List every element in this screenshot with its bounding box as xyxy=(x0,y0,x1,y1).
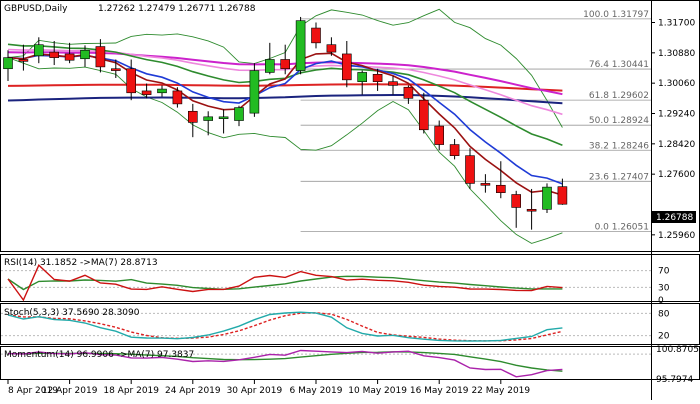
candles xyxy=(3,16,568,230)
candle-body-5 xyxy=(80,49,90,60)
time-label-5: 6 May 2019 xyxy=(290,386,343,396)
time-label-4: 30 Apr 2019 xyxy=(227,386,283,396)
candle-body-14 xyxy=(218,116,229,119)
candle-body-34 xyxy=(526,209,537,212)
fib-label-3: 50.0 1.28924 xyxy=(589,116,649,126)
candle-body-19 xyxy=(295,20,306,71)
candle-body-8 xyxy=(126,68,136,94)
candle-body-13 xyxy=(203,116,213,121)
ma-navy-line xyxy=(7,94,563,105)
time-label-0: 8 Apr 2019 xyxy=(8,386,58,396)
candle-body-17 xyxy=(264,59,275,73)
momentum-line xyxy=(7,349,563,378)
candle-body-23 xyxy=(357,72,368,82)
candle-body-22 xyxy=(341,53,352,81)
candle-body-11 xyxy=(172,90,183,105)
momentum-label: Momentum(14) 96.9906 ->MA(7) 97.3837 xyxy=(4,350,194,360)
fib-label-4: 38.2 1.28246 xyxy=(589,141,649,151)
stoch-panel: 80 20 xyxy=(1,309,670,342)
price-label-3: 1.29240 xyxy=(658,109,695,119)
fib-label-5: 23.6 1.27407 xyxy=(589,172,649,182)
price-label-0: 1.31700 xyxy=(658,18,695,28)
candle-body-21 xyxy=(326,44,337,53)
ma-darkred-line xyxy=(7,52,563,196)
fib-levels: 100.0 1.31797 76.4 1.30441 61.8 1.29602 50.… xyxy=(300,10,651,232)
rsi-axis-label-2: 0 xyxy=(658,296,664,306)
candle-body-28 xyxy=(434,125,445,145)
stoch-main-line xyxy=(7,311,563,342)
ma-blue-line xyxy=(7,54,563,185)
momentum-panel: 100.8705 95.7974 xyxy=(1,345,699,385)
candle-body-25 xyxy=(388,81,398,86)
price-label-4: 1.28420 xyxy=(658,140,695,150)
candle-body-15 xyxy=(234,107,244,121)
current-price-label: 1.26788 xyxy=(656,213,693,223)
fib-label-0: 100.0 1.31797 xyxy=(583,10,649,20)
candle-body-0 xyxy=(3,57,13,70)
candle-body-2 xyxy=(33,44,44,57)
stoch-label: Stoch(5,3,3) 37.5690 28.3090 xyxy=(4,308,140,318)
momentum-ma-line xyxy=(7,351,563,372)
bollinger-bands xyxy=(7,8,563,244)
stoch-axis-label-0: 80 xyxy=(658,309,670,319)
rsi-axis-label-0: 70 xyxy=(658,267,670,277)
momentum-axis-label-1: 95.7974 xyxy=(656,375,693,385)
candle-body-12 xyxy=(188,110,198,123)
rsi-axis-label-1: 30 xyxy=(658,283,670,293)
rsi-panel: 70 30 0 xyxy=(1,264,670,306)
candle-body-30 xyxy=(465,155,475,184)
candle-body-35 xyxy=(542,186,552,210)
fib-label-1: 76.4 1.30441 xyxy=(589,60,649,70)
current-price-tag xyxy=(652,211,696,223)
candle-body-33 xyxy=(511,194,522,208)
candle-body-32 xyxy=(495,184,506,193)
fib-label-6: 0.0 1.26051 xyxy=(595,222,649,232)
candle-body-27 xyxy=(418,99,429,131)
rsi-label: RSI(14) 31.1852 ->MA(7) 28.8713 xyxy=(4,258,158,268)
candle-body-10 xyxy=(157,88,167,94)
candle-body-3 xyxy=(49,51,60,58)
rsi-line xyxy=(7,264,563,302)
candle-body-4 xyxy=(64,53,75,61)
time-label-3: 24 Apr 2019 xyxy=(165,386,221,396)
ohlc-readout: 1.27262 1.27479 1.26771 1.26788 xyxy=(98,4,256,14)
candle-body-36 xyxy=(557,186,568,205)
candle-body-20 xyxy=(311,27,321,44)
candle-body-24 xyxy=(372,73,383,82)
price-label-2: 1.30060 xyxy=(658,79,695,89)
price-label-1: 1.30880 xyxy=(658,49,695,59)
time-label-7: 16 May 2019 xyxy=(410,386,469,396)
stoch-axis-label-1: 20 xyxy=(658,332,670,342)
time-label-1: 12 Apr 2019 xyxy=(42,386,98,396)
ma-red-line xyxy=(7,83,563,92)
candle-body-29 xyxy=(449,144,460,156)
fib-label-2: 61.8 1.29602 xyxy=(589,91,649,101)
candle-body-6 xyxy=(95,46,106,68)
momentum-axis-label-0: 100.8705 xyxy=(656,345,699,355)
time-label-8: 22 May 2019 xyxy=(471,386,530,396)
candle-body-26 xyxy=(403,86,414,99)
candle-body-31 xyxy=(480,183,491,186)
candle-body-1 xyxy=(18,59,29,62)
rsi-ma-line xyxy=(7,275,563,291)
time-label-6: 10 May 2019 xyxy=(348,386,407,396)
candle-body-16 xyxy=(249,70,260,114)
candle-body-9 xyxy=(141,90,152,95)
symbol-timeframe: GBPUSD,Daily xyxy=(4,4,68,14)
price-axis: 1.31700 1.30880 1.30060 1.29240 1.28420 1.276… xyxy=(651,18,695,241)
candle-body-7 xyxy=(111,68,121,71)
time-label-2: 18 Apr 2019 xyxy=(103,386,159,396)
candle-body-18 xyxy=(280,59,291,70)
price-label-5: 1.27600 xyxy=(658,170,695,180)
price-label-6: 1.25960 xyxy=(658,231,695,241)
